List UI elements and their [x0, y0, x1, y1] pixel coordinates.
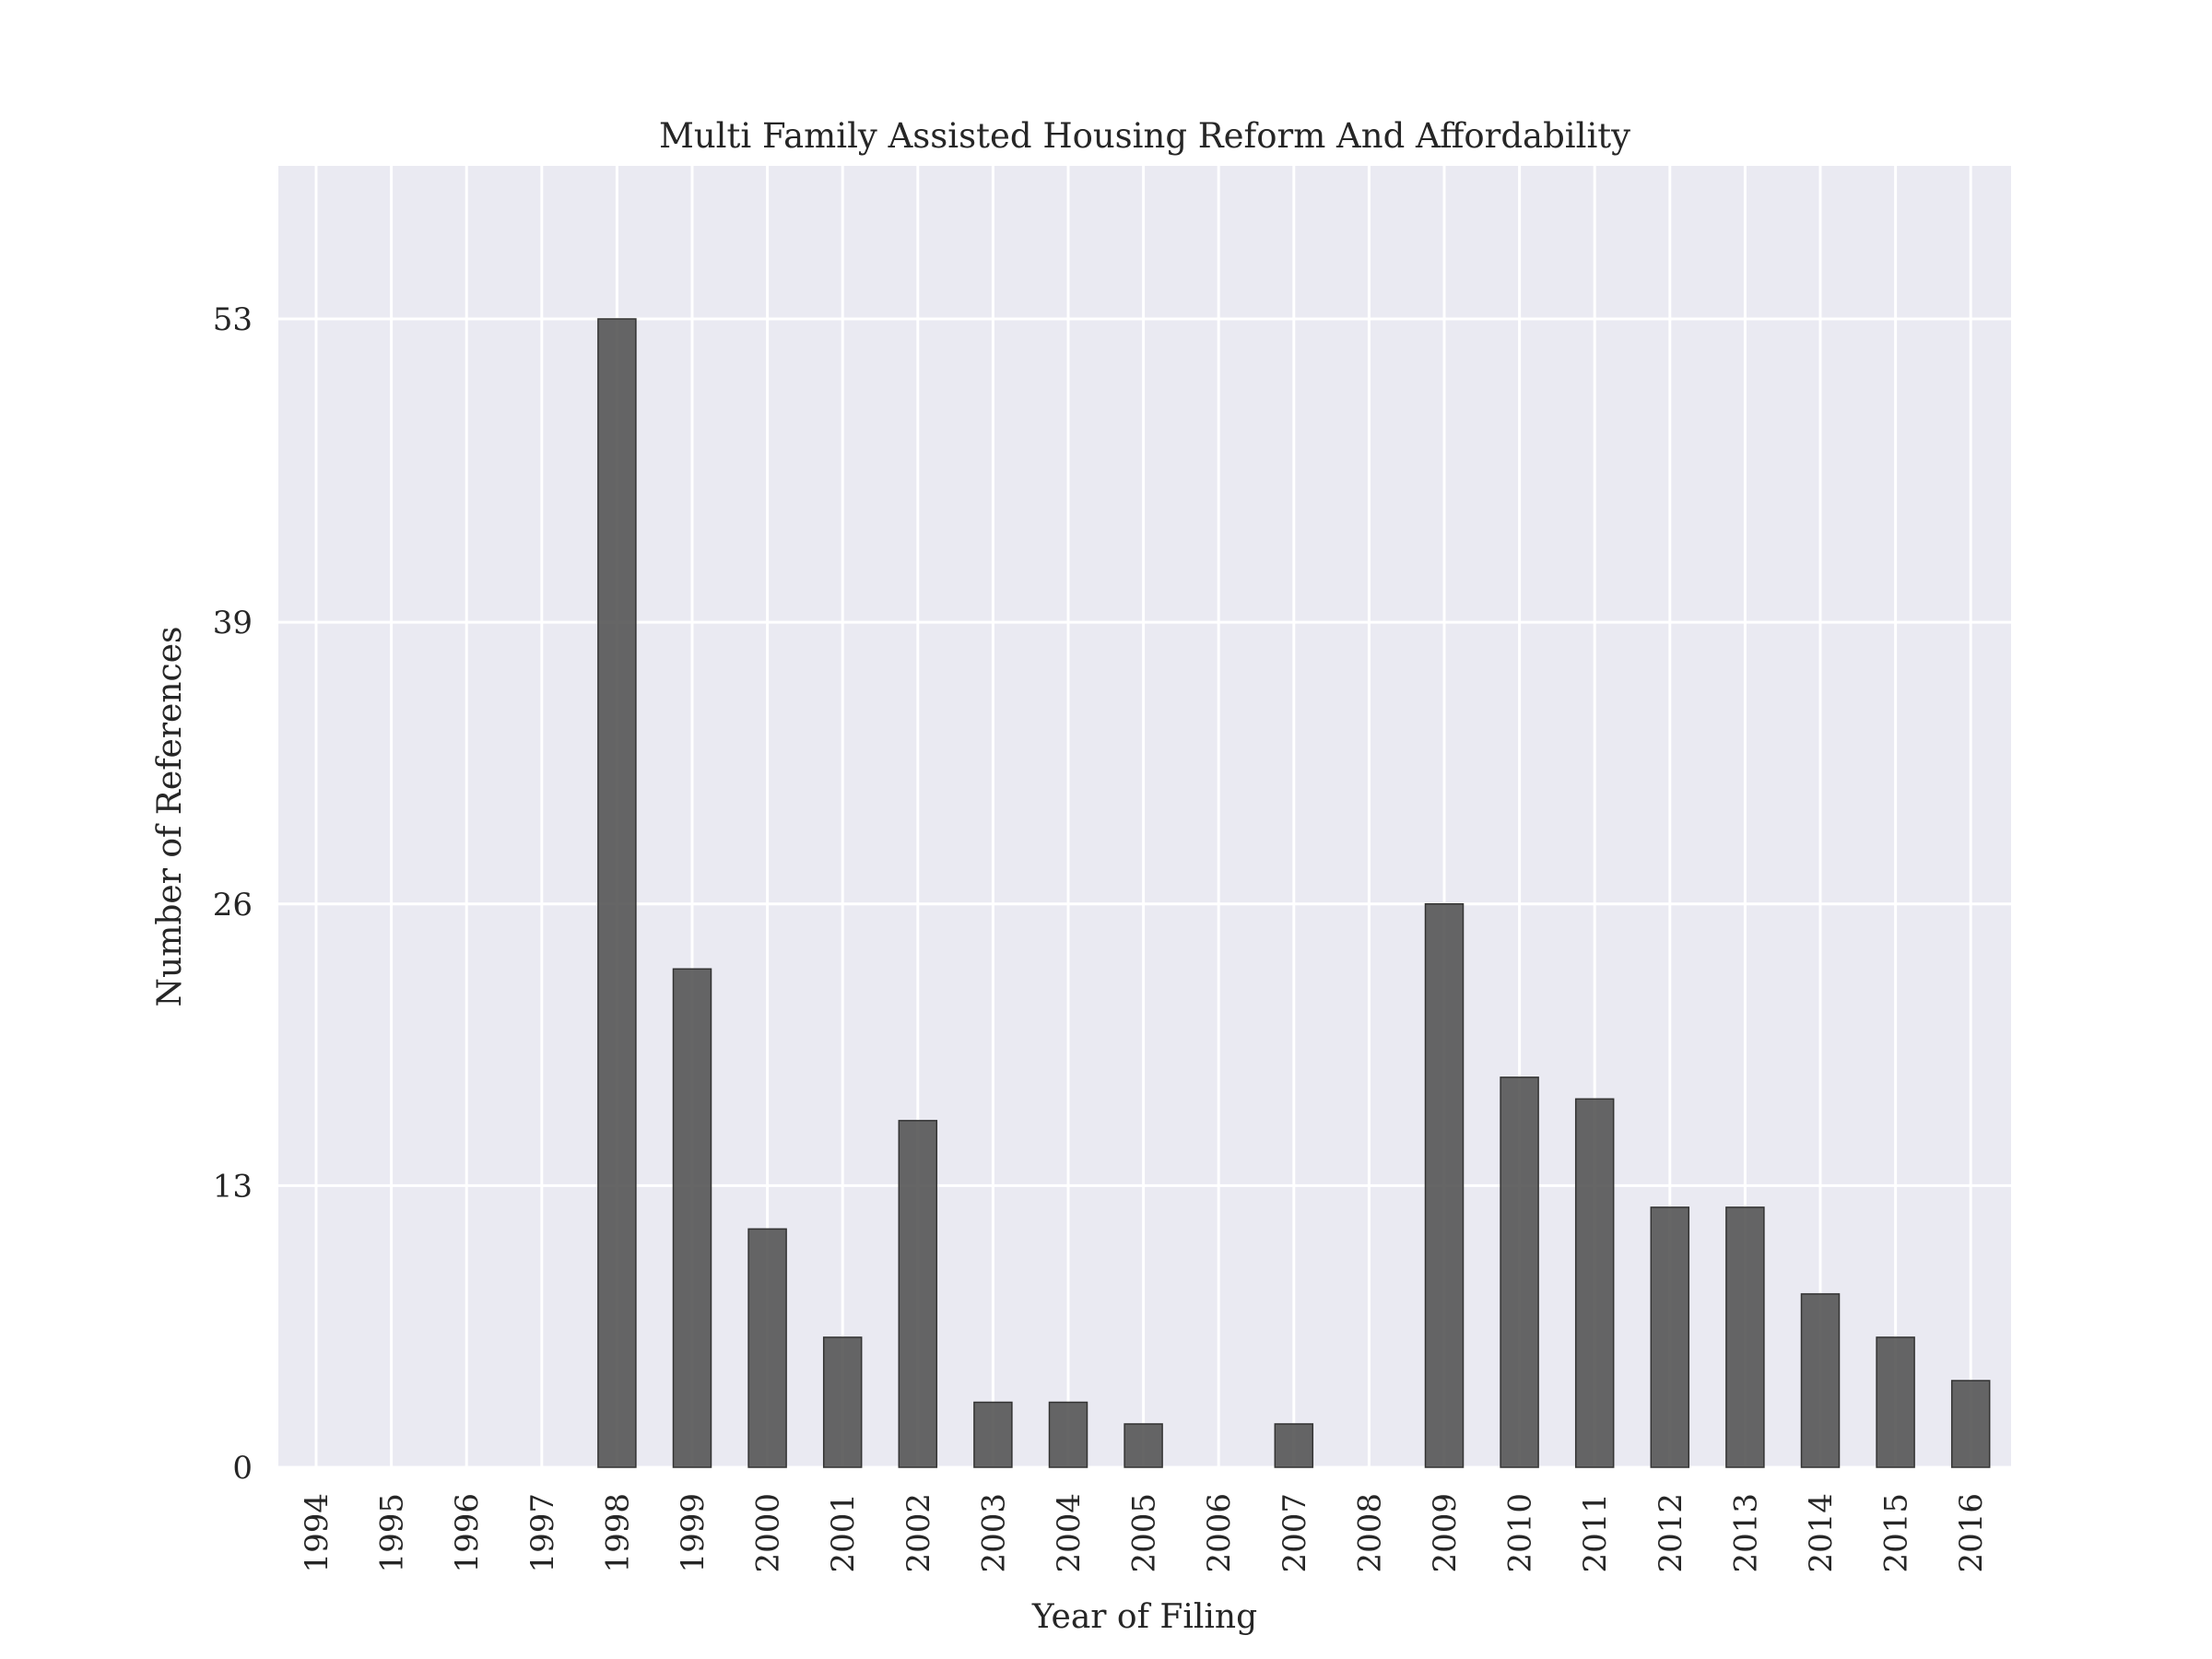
bar-2016: [1950, 1380, 1991, 1468]
y-tick-label: 26: [213, 887, 253, 924]
bar-2007: [1274, 1423, 1314, 1468]
x-tick-label: 2007: [1277, 1493, 1313, 1573]
x-tick-label: 1995: [374, 1493, 411, 1573]
x-tick-label: 2013: [1727, 1493, 1764, 1573]
x-tick-label: 2003: [975, 1493, 1012, 1573]
bar-2001: [822, 1336, 863, 1468]
x-tick-label: 2016: [1953, 1493, 1990, 1573]
bar-2009: [1424, 903, 1465, 1468]
bar-2012: [1650, 1206, 1690, 1468]
x-tick-label: 2012: [1653, 1493, 1689, 1573]
x-tick-label: 2008: [1351, 1493, 1388, 1573]
bars: [597, 318, 1991, 1468]
y-tick-labels: 0 13 26 39 53: [213, 301, 253, 1487]
bar-2015: [1876, 1336, 1915, 1468]
bar-1998: [597, 318, 637, 1468]
x-tick-label: 1999: [675, 1493, 712, 1573]
x-tick-label: 1994: [299, 1493, 335, 1573]
bar-2014: [1800, 1293, 1841, 1468]
bar-2010: [1500, 1077, 1539, 1468]
x-tick-label: 1998: [599, 1493, 636, 1573]
bar-2013: [1725, 1206, 1765, 1468]
x-axis-label: Year of Filing: [1031, 1598, 1257, 1636]
x-tick-label: 2011: [1577, 1493, 1614, 1573]
y-tick-label: 53: [213, 301, 253, 338]
x-tick-label: 1997: [524, 1493, 561, 1573]
x-tick-label: 2009: [1427, 1493, 1464, 1573]
bar-2011: [1574, 1098, 1615, 1468]
x-tick-label: 2010: [1502, 1493, 1539, 1573]
bar-2004: [1048, 1401, 1088, 1468]
x-tick-label: 2001: [825, 1493, 862, 1573]
bar-2005: [1124, 1423, 1163, 1468]
bar-2002: [898, 1120, 938, 1468]
y-tick-label: 0: [232, 1450, 253, 1487]
bar-2003: [973, 1401, 1013, 1468]
bar-1999: [672, 968, 712, 1468]
bar-2000: [747, 1228, 787, 1468]
chart-title: Multi Family Assisted Housing Reform And…: [659, 116, 1630, 156]
x-tick-label: 2005: [1126, 1493, 1163, 1573]
x-tick-label: 2006: [1201, 1493, 1238, 1573]
y-tick-label: 13: [213, 1168, 253, 1205]
x-tick-label: 2004: [1051, 1493, 1088, 1573]
y-tick-label: 39: [213, 605, 253, 641]
x-tick-label: 2015: [1878, 1493, 1915, 1573]
x-tick-label: 1996: [449, 1493, 486, 1573]
x-tick-label: 2000: [750, 1493, 787, 1573]
y-axis-label: Number of References: [151, 627, 189, 1007]
x-tick-labels: 1994 1995 1996 1997 1998 1999 2000 2001 2002 2003…: [299, 1493, 1990, 1573]
x-tick-label: 2014: [1803, 1493, 1840, 1573]
x-tick-label: 2002: [900, 1493, 937, 1573]
